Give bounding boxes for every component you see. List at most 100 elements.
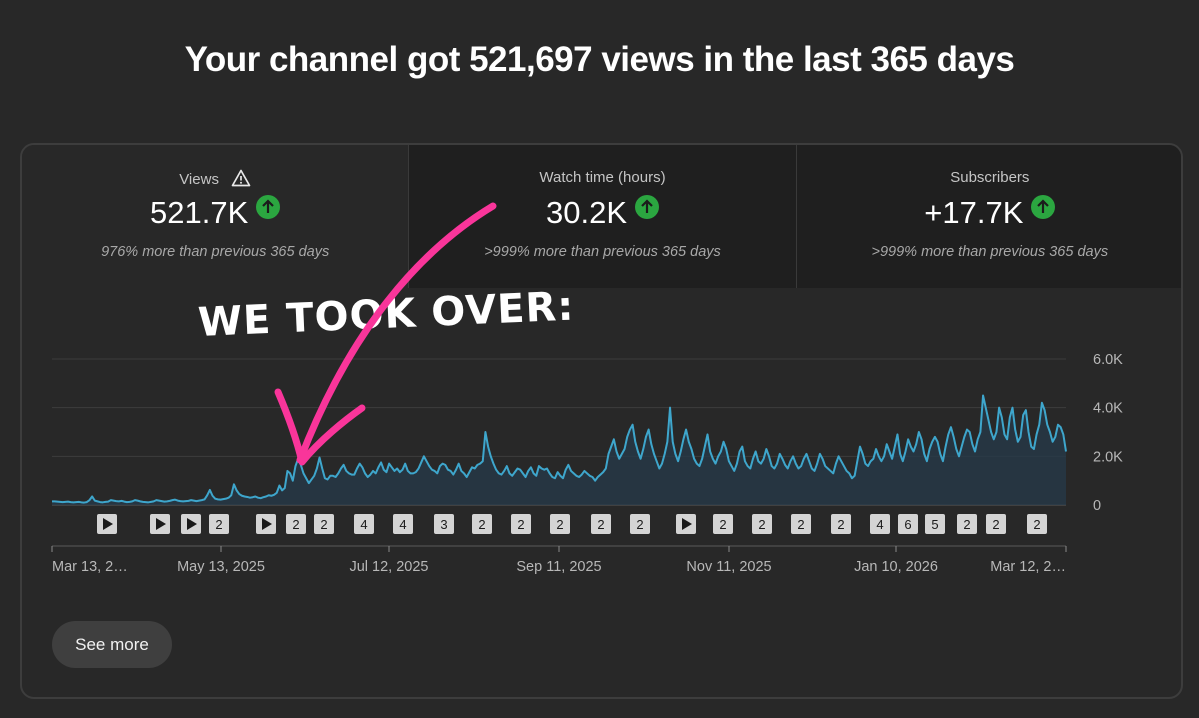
- video-marker[interactable]: [150, 514, 170, 534]
- y-tick-label: 6.0K: [1093, 352, 1123, 368]
- warning-triangle-icon[interactable]: [231, 169, 251, 191]
- x-tick-label: Sep 11, 2025: [516, 559, 601, 575]
- x-tick-label: Mar 12, 2…: [990, 559, 1066, 575]
- video-count-marker[interactable]: 2: [831, 514, 851, 534]
- marker-box: [713, 514, 733, 534]
- marker-count: 4: [360, 517, 367, 532]
- y-tick-label: 4.0K: [1093, 401, 1123, 417]
- video-count-marker[interactable]: 3: [434, 514, 454, 534]
- video-count-marker[interactable]: 2: [286, 514, 306, 534]
- video-count-marker[interactable]: 2: [986, 514, 1006, 534]
- marker-box: [550, 514, 570, 534]
- marker-count: 2: [719, 517, 726, 532]
- marker-count: 5: [931, 517, 938, 532]
- video-count-marker[interactable]: 2: [791, 514, 811, 534]
- video-count-marker[interactable]: 4: [870, 514, 890, 534]
- video-count-marker[interactable]: 2: [1027, 514, 1047, 534]
- marker-count: 2: [1033, 517, 1040, 532]
- marker-count: 2: [636, 517, 643, 532]
- marker-count: 2: [758, 517, 765, 532]
- marker-box: [472, 514, 492, 534]
- marker-box: [986, 514, 1006, 534]
- marker-box: [898, 514, 918, 534]
- metric-value: 521.7K: [150, 195, 249, 230]
- headline: Your channel got 521,697 views in the la…: [184, 40, 1015, 79]
- video-marker[interactable]: [256, 514, 276, 534]
- video-count-marker[interactable]: 2: [511, 514, 531, 534]
- play-icon: [156, 518, 166, 530]
- marker-count: 2: [837, 517, 844, 532]
- metric-value: +17.7K: [924, 195, 1024, 230]
- marker-count: 2: [597, 517, 604, 532]
- marker-box: [393, 514, 413, 534]
- marker-count: 2: [963, 517, 970, 532]
- play-icon: [682, 518, 692, 530]
- marker-count: 2: [517, 517, 524, 532]
- marker-box: [791, 514, 811, 534]
- marker-box: [752, 514, 772, 534]
- play-icon: [103, 518, 113, 530]
- marker-count: 6: [904, 517, 911, 532]
- marker-box: [925, 514, 945, 534]
- x-tick-label: Mar 13, 2…: [52, 559, 128, 575]
- metric-delta: 976% more than previous 365 days: [101, 244, 330, 260]
- marker-count: 4: [399, 517, 406, 532]
- marker-box: [354, 514, 374, 534]
- x-tick-label: Jul 12, 2025: [349, 559, 428, 575]
- arrow-up-icon: [256, 195, 281, 219]
- marker-box: [209, 514, 229, 534]
- video-count-marker[interactable]: 2: [630, 514, 650, 534]
- see-more-button[interactable]: See more: [52, 621, 172, 668]
- y-tick-label: 2.0K: [1093, 449, 1123, 465]
- play-icon: [187, 518, 197, 530]
- video-marker[interactable]: [676, 514, 696, 534]
- marker-box: [314, 514, 334, 534]
- x-tick-label: Nov 11, 2025: [686, 559, 771, 575]
- series-line: [52, 394, 1067, 504]
- marker-box: [286, 514, 306, 534]
- marker-box: [591, 514, 611, 534]
- video-count-marker[interactable]: 2: [591, 514, 611, 534]
- video-count-marker[interactable]: 2: [957, 514, 977, 534]
- marker-box: [831, 514, 851, 534]
- metric-value: 30.2K: [545, 195, 627, 230]
- marker-box: [1027, 514, 1047, 534]
- marker-box: [630, 514, 650, 534]
- marker-count: 2: [292, 517, 299, 532]
- video-count-marker[interactable]: 6: [898, 514, 918, 534]
- metric-label: Subscribers: [950, 169, 1030, 186]
- marker-count: 3: [440, 517, 447, 532]
- marker-count: 2: [556, 517, 563, 532]
- video-count-marker[interactable]: 2: [209, 514, 229, 534]
- metric-tab-views[interactable]: Views 521.7K 976% more than previous 365…: [22, 145, 409, 288]
- marker-count: 2: [478, 517, 485, 532]
- video-count-marker[interactable]: 4: [393, 514, 413, 534]
- marker-box: [957, 514, 977, 534]
- metric-label: Watch time (hours): [539, 169, 666, 186]
- marker-count: 2: [992, 517, 999, 532]
- y-tick-label: 0: [1093, 498, 1101, 514]
- video-markers[interactable]: 2 2 2 4 4 3 2 2 2 2 2 2 2 2 2 4 6 5 2 2 2: [97, 514, 1047, 534]
- video-count-marker[interactable]: 2: [472, 514, 492, 534]
- marker-box: [511, 514, 531, 534]
- marker-box: [870, 514, 890, 534]
- metric-tab-subscribers[interactable]: Subscribers +17.7K >999% more than previ…: [795, 145, 1181, 288]
- video-marker[interactable]: [97, 514, 117, 534]
- video-count-marker[interactable]: 4: [354, 514, 374, 534]
- video-marker[interactable]: [181, 514, 201, 534]
- video-count-marker[interactable]: 2: [550, 514, 570, 534]
- video-count-marker[interactable]: 2: [752, 514, 772, 534]
- video-count-marker[interactable]: 2: [314, 514, 334, 534]
- video-count-marker[interactable]: 2: [713, 514, 733, 534]
- video-count-marker[interactable]: 5: [925, 514, 945, 534]
- arrow-up-icon: [1031, 195, 1056, 219]
- play-icon: [262, 518, 272, 530]
- metric-delta: >999% more than previous 365 days: [871, 244, 1109, 260]
- marker-count: 4: [876, 517, 883, 532]
- x-tick-label: Jan 10, 2026: [854, 559, 938, 575]
- x-tick-label: May 13, 2025: [177, 559, 265, 575]
- marker-count: 2: [320, 517, 327, 532]
- metric-delta: >999% more than previous 365 days: [484, 244, 721, 260]
- marker-count: 2: [797, 517, 804, 532]
